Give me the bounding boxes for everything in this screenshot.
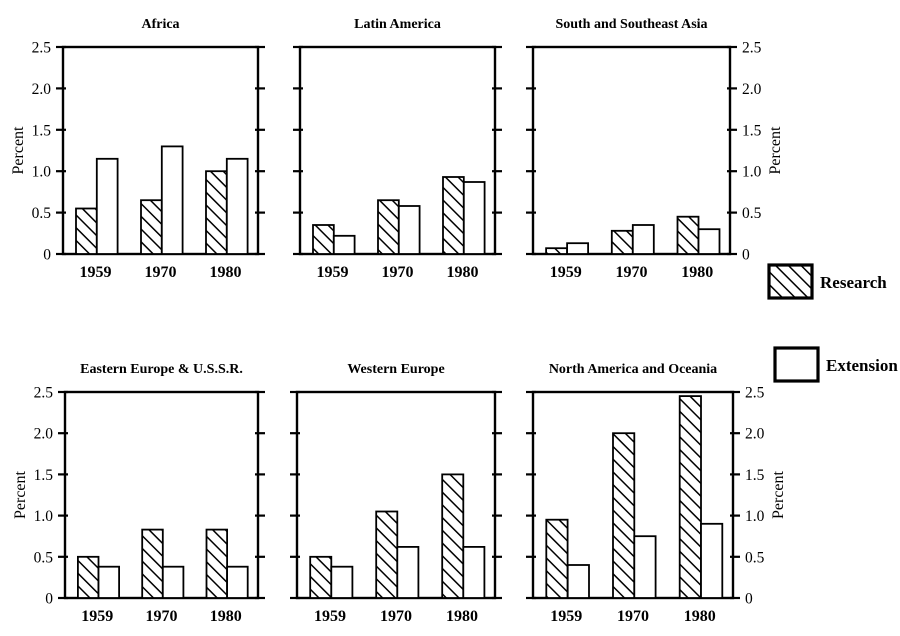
svg-text:Percent: Percent: [770, 470, 787, 519]
svg-text:1970: 1970: [617, 608, 649, 625]
svg-text:South and Southeast Asia: South and Southeast Asia: [555, 17, 707, 32]
svg-text:Research: Research: [820, 273, 887, 292]
svg-text:Percent: Percent: [767, 126, 784, 175]
svg-text:Latin America: Latin America: [354, 17, 441, 32]
svg-text:Western Europe: Western Europe: [347, 362, 444, 377]
svg-text:2.5: 2.5: [34, 385, 54, 402]
svg-text:1959: 1959: [550, 264, 582, 281]
svg-text:1980: 1980: [684, 608, 716, 625]
svg-text:North America and Oceania: North America and Oceania: [549, 362, 717, 377]
svg-text:0: 0: [742, 247, 750, 264]
svg-text:0: 0: [745, 591, 753, 608]
svg-text:Extension: Extension: [826, 356, 898, 375]
svg-text:1959: 1959: [317, 264, 349, 281]
svg-text:Percent: Percent: [12, 470, 29, 519]
svg-text:0: 0: [43, 247, 51, 264]
svg-text:1980: 1980: [210, 608, 242, 625]
svg-text:1.0: 1.0: [34, 508, 54, 525]
svg-text:1.5: 1.5: [32, 122, 52, 139]
svg-text:1970: 1970: [616, 264, 648, 281]
svg-text:1970: 1970: [380, 608, 412, 625]
svg-text:0.5: 0.5: [32, 205, 52, 222]
svg-text:0.5: 0.5: [745, 549, 765, 566]
svg-text:0: 0: [45, 591, 53, 608]
svg-text:1980: 1980: [446, 608, 478, 625]
svg-text:2.5: 2.5: [32, 40, 52, 57]
svg-text:Eastern Europe & U.S.S.R.: Eastern Europe & U.S.S.R.: [80, 362, 243, 377]
svg-text:1980: 1980: [447, 264, 479, 281]
svg-text:Percent: Percent: [10, 126, 27, 175]
svg-text:0.5: 0.5: [742, 205, 762, 222]
svg-text:1.0: 1.0: [745, 508, 765, 525]
svg-text:1970: 1970: [146, 608, 178, 625]
svg-text:1.5: 1.5: [742, 122, 762, 139]
svg-text:2.5: 2.5: [742, 40, 762, 57]
svg-text:1970: 1970: [382, 264, 414, 281]
svg-text:1970: 1970: [145, 264, 177, 281]
svg-text:1.0: 1.0: [32, 164, 52, 181]
svg-text:1959: 1959: [81, 608, 113, 625]
svg-text:1980: 1980: [210, 264, 242, 281]
svg-text:1959: 1959: [314, 608, 346, 625]
svg-text:1959: 1959: [80, 264, 112, 281]
svg-text:2.5: 2.5: [745, 385, 765, 402]
svg-text:2.0: 2.0: [34, 426, 54, 443]
svg-text:0.5: 0.5: [34, 549, 54, 566]
svg-text:1.5: 1.5: [34, 467, 54, 484]
svg-text:1.5: 1.5: [745, 467, 765, 484]
svg-text:2.0: 2.0: [32, 81, 52, 98]
svg-text:2.0: 2.0: [745, 426, 765, 443]
svg-text:Africa: Africa: [141, 17, 179, 32]
svg-text:1.0: 1.0: [742, 164, 762, 181]
svg-text:1959: 1959: [550, 608, 582, 625]
svg-text:1980: 1980: [681, 264, 713, 281]
svg-text:2.0: 2.0: [742, 81, 762, 98]
